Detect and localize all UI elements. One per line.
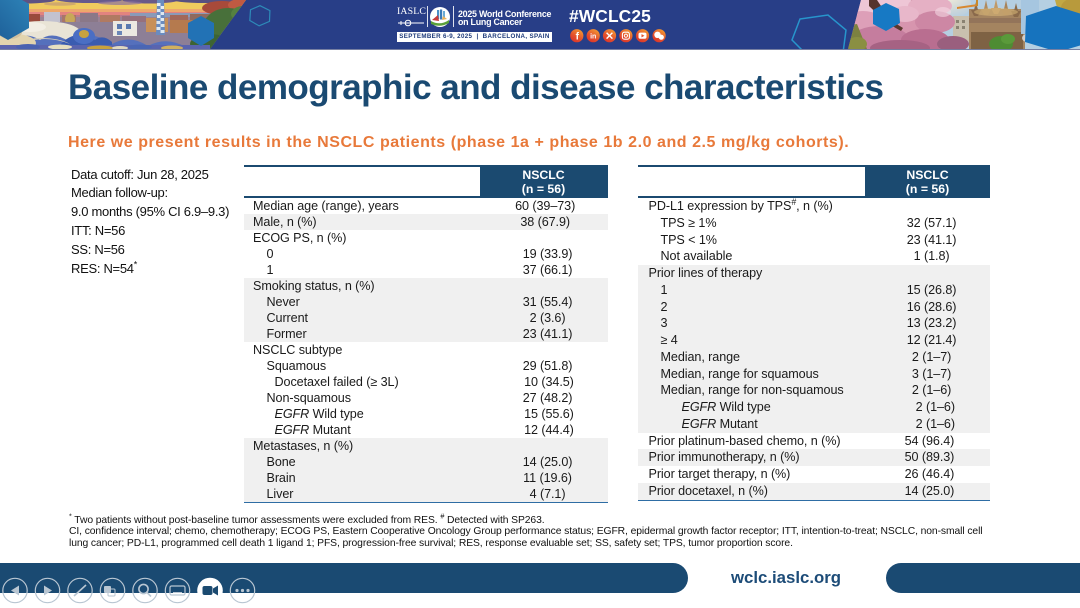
svg-text:f: f: [576, 31, 580, 42]
svg-text:in: in: [590, 33, 596, 40]
